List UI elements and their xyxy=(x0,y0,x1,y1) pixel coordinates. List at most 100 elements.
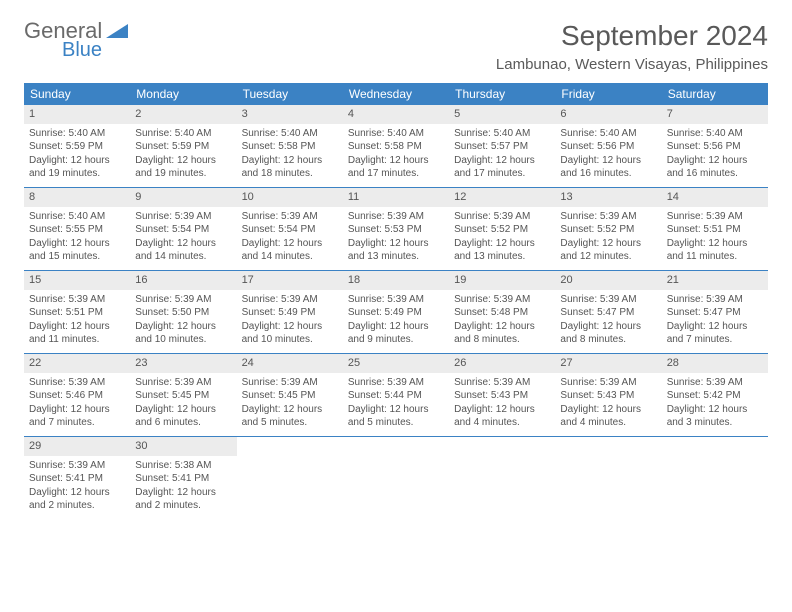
day-detail-line: Sunset: 5:52 PM xyxy=(560,223,656,237)
day-detail-line: Sunrise: 5:39 AM xyxy=(29,293,125,307)
calendar-day: 14Sunrise: 5:39 AMSunset: 5:51 PMDayligh… xyxy=(662,188,768,270)
day-detail-line: Daylight: 12 hours xyxy=(29,320,125,334)
day-detail-line: Sunrise: 5:39 AM xyxy=(454,376,550,390)
day-detail-line: Daylight: 12 hours xyxy=(242,154,338,168)
header: General Blue September 2024 Lambunao, We… xyxy=(24,20,768,73)
weekday-header: Sunday xyxy=(24,83,130,105)
day-detail-line: Sunset: 5:52 PM xyxy=(454,223,550,237)
day-detail-line: Sunrise: 5:39 AM xyxy=(242,210,338,224)
calendar-day: 17Sunrise: 5:39 AMSunset: 5:49 PMDayligh… xyxy=(237,271,343,353)
day-detail-line: and 17 minutes. xyxy=(454,167,550,181)
weekday-header: Monday xyxy=(130,83,236,105)
day-detail-line: Daylight: 12 hours xyxy=(242,403,338,417)
day-detail-line: Sunrise: 5:39 AM xyxy=(560,293,656,307)
day-detail-line: Sunrise: 5:39 AM xyxy=(29,376,125,390)
day-detail-line: Sunset: 5:58 PM xyxy=(242,140,338,154)
day-details: Sunrise: 5:39 AMSunset: 5:43 PMDaylight:… xyxy=(449,373,555,436)
day-detail-line: Sunset: 5:49 PM xyxy=(348,306,444,320)
day-details: Sunrise: 5:39 AMSunset: 5:47 PMDaylight:… xyxy=(662,290,768,353)
day-number: 16 xyxy=(130,271,236,290)
weekday-header: Tuesday xyxy=(237,83,343,105)
day-detail-line: Sunrise: 5:39 AM xyxy=(242,293,338,307)
day-detail-line: Sunrise: 5:39 AM xyxy=(135,210,231,224)
day-detail-line: Sunset: 5:44 PM xyxy=(348,389,444,403)
day-details: Sunrise: 5:39 AMSunset: 5:49 PMDaylight:… xyxy=(237,290,343,353)
day-details: Sunrise: 5:39 AMSunset: 5:47 PMDaylight:… xyxy=(555,290,661,353)
day-detail-line: and 12 minutes. xyxy=(560,250,656,264)
day-detail-line: Daylight: 12 hours xyxy=(560,320,656,334)
calendar-day: 29Sunrise: 5:39 AMSunset: 5:41 PMDayligh… xyxy=(24,437,130,519)
day-number: 13 xyxy=(555,188,661,207)
calendar-week: 22Sunrise: 5:39 AMSunset: 5:46 PMDayligh… xyxy=(24,354,768,437)
day-detail-line: Sunset: 5:55 PM xyxy=(29,223,125,237)
calendar-day: 23Sunrise: 5:39 AMSunset: 5:45 PMDayligh… xyxy=(130,354,236,436)
day-details: Sunrise: 5:40 AMSunset: 5:59 PMDaylight:… xyxy=(24,124,130,187)
day-detail-line: Sunset: 5:56 PM xyxy=(560,140,656,154)
day-detail-line: Sunrise: 5:39 AM xyxy=(454,210,550,224)
day-detail-line: Sunrise: 5:40 AM xyxy=(667,127,763,141)
day-detail-line: Sunrise: 5:40 AM xyxy=(560,127,656,141)
day-detail-line: Daylight: 12 hours xyxy=(242,320,338,334)
day-number: 9 xyxy=(130,188,236,207)
calendar-day: 22Sunrise: 5:39 AMSunset: 5:46 PMDayligh… xyxy=(24,354,130,436)
day-number: 24 xyxy=(237,354,343,373)
day-detail-line: Daylight: 12 hours xyxy=(135,154,231,168)
day-detail-line: Sunrise: 5:40 AM xyxy=(348,127,444,141)
day-detail-line: and 18 minutes. xyxy=(242,167,338,181)
logo-text-blue: Blue xyxy=(62,40,128,60)
calendar-day: 1Sunrise: 5:40 AMSunset: 5:59 PMDaylight… xyxy=(24,105,130,187)
day-detail-line: Daylight: 12 hours xyxy=(454,237,550,251)
day-detail-line: and 5 minutes. xyxy=(242,416,338,430)
day-number: 3 xyxy=(237,105,343,124)
day-details: Sunrise: 5:39 AMSunset: 5:51 PMDaylight:… xyxy=(662,207,768,270)
calendar-day: 2Sunrise: 5:40 AMSunset: 5:59 PMDaylight… xyxy=(130,105,236,187)
day-number: 26 xyxy=(449,354,555,373)
calendar-day: 10Sunrise: 5:39 AMSunset: 5:54 PMDayligh… xyxy=(237,188,343,270)
calendar-week: 8Sunrise: 5:40 AMSunset: 5:55 PMDaylight… xyxy=(24,188,768,271)
day-details: Sunrise: 5:39 AMSunset: 5:43 PMDaylight:… xyxy=(555,373,661,436)
day-number: 28 xyxy=(662,354,768,373)
day-details: Sunrise: 5:40 AMSunset: 5:58 PMDaylight:… xyxy=(343,124,449,187)
calendar-day: 25Sunrise: 5:39 AMSunset: 5:44 PMDayligh… xyxy=(343,354,449,436)
day-detail-line: and 15 minutes. xyxy=(29,250,125,264)
day-detail-line: Sunset: 5:48 PM xyxy=(454,306,550,320)
day-details: Sunrise: 5:39 AMSunset: 5:53 PMDaylight:… xyxy=(343,207,449,270)
day-detail-line: Sunrise: 5:40 AM xyxy=(29,210,125,224)
day-detail-line: Daylight: 12 hours xyxy=(135,403,231,417)
day-detail-line: and 19 minutes. xyxy=(135,167,231,181)
day-details: Sunrise: 5:39 AMSunset: 5:52 PMDaylight:… xyxy=(555,207,661,270)
day-detail-line: Sunset: 5:45 PM xyxy=(242,389,338,403)
day-detail-line: Sunset: 5:51 PM xyxy=(29,306,125,320)
title-block: September 2024 Lambunao, Western Visayas… xyxy=(496,20,768,73)
day-details: Sunrise: 5:39 AMSunset: 5:45 PMDaylight:… xyxy=(237,373,343,436)
day-detail-line: Sunrise: 5:39 AM xyxy=(560,376,656,390)
day-detail-line: Sunrise: 5:40 AM xyxy=(29,127,125,141)
day-detail-line: Daylight: 12 hours xyxy=(29,237,125,251)
day-detail-line: Sunset: 5:58 PM xyxy=(348,140,444,154)
weekday-header: Thursday xyxy=(449,83,555,105)
calendar-week: 1Sunrise: 5:40 AMSunset: 5:59 PMDaylight… xyxy=(24,105,768,188)
day-number: 11 xyxy=(343,188,449,207)
day-detail-line: and 2 minutes. xyxy=(29,499,125,513)
day-detail-line: Sunset: 5:47 PM xyxy=(667,306,763,320)
calendar-day: 28Sunrise: 5:39 AMSunset: 5:42 PMDayligh… xyxy=(662,354,768,436)
day-number: 5 xyxy=(449,105,555,124)
day-number: 29 xyxy=(24,437,130,456)
day-detail-line: Daylight: 12 hours xyxy=(242,237,338,251)
day-details: Sunrise: 5:40 AMSunset: 5:57 PMDaylight:… xyxy=(449,124,555,187)
day-detail-line: Sunrise: 5:39 AM xyxy=(135,376,231,390)
day-detail-line: and 7 minutes. xyxy=(667,333,763,347)
day-detail-line: Daylight: 12 hours xyxy=(348,320,444,334)
day-detail-line: Daylight: 12 hours xyxy=(667,237,763,251)
day-details: Sunrise: 5:39 AMSunset: 5:51 PMDaylight:… xyxy=(24,290,130,353)
day-detail-line: Daylight: 12 hours xyxy=(348,154,444,168)
day-detail-line: Sunset: 5:57 PM xyxy=(454,140,550,154)
day-number: 22 xyxy=(24,354,130,373)
day-details: Sunrise: 5:39 AMSunset: 5:48 PMDaylight:… xyxy=(449,290,555,353)
day-number: 8 xyxy=(24,188,130,207)
day-detail-line: and 17 minutes. xyxy=(348,167,444,181)
day-detail-line: and 14 minutes. xyxy=(135,250,231,264)
day-detail-line: Sunset: 5:53 PM xyxy=(348,223,444,237)
day-detail-line: Sunset: 5:43 PM xyxy=(454,389,550,403)
calendar-day: 13Sunrise: 5:39 AMSunset: 5:52 PMDayligh… xyxy=(555,188,661,270)
